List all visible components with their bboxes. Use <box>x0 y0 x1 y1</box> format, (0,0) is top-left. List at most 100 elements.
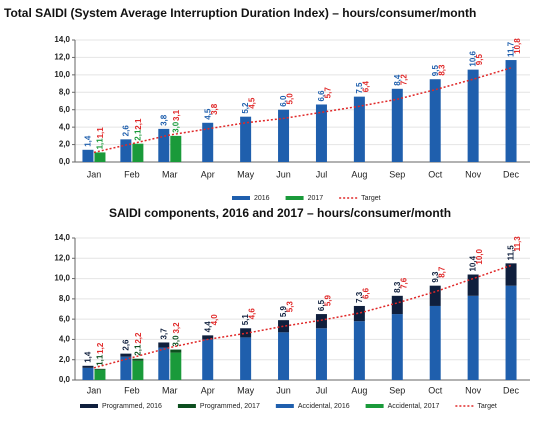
data-label: 5,3 <box>286 301 295 313</box>
data-label: 4,0 <box>210 314 219 326</box>
data-label: 6,5 <box>317 299 326 311</box>
x-tick-label: Oct <box>428 169 443 179</box>
data-label: 10,8 <box>513 38 522 54</box>
y-tick-label: 12,0 <box>54 253 70 262</box>
legend-swatch <box>80 404 98 408</box>
legend-swatch <box>232 196 250 200</box>
data-label: 3,2 <box>172 322 181 334</box>
target-line <box>93 67 512 154</box>
y-tick-label: 4,0 <box>59 122 71 131</box>
x-tick-label: Aug <box>351 169 367 179</box>
data-label: 2,1 <box>134 118 143 130</box>
legend-swatch <box>365 404 384 408</box>
bar <box>94 152 106 162</box>
x-tick-label: Feb <box>124 385 140 395</box>
bar <box>240 337 252 380</box>
bar <box>429 285 441 306</box>
bar <box>158 347 170 380</box>
data-label: 3,7 <box>159 328 168 340</box>
bar <box>132 358 144 361</box>
data-label: 9,5 <box>431 65 440 77</box>
y-tick-label: 2,0 <box>59 140 71 149</box>
data-label: 5,1 <box>241 314 250 326</box>
data-label: 11,3 <box>513 236 522 252</box>
data-label: 3,1 <box>172 109 181 121</box>
bar <box>94 368 106 370</box>
bar <box>391 314 403 380</box>
data-label: 7,6 <box>399 277 408 289</box>
bar <box>505 60 517 162</box>
data-label: 4,5 <box>203 108 212 120</box>
data-label: 1,1 <box>96 354 105 366</box>
data-label: 5,9 <box>324 294 333 306</box>
y-tick-label: 8,0 <box>59 87 71 96</box>
data-label: 7,2 <box>399 74 408 86</box>
x-tick-label: Mar <box>162 169 178 179</box>
data-label: 1,4 <box>84 135 93 147</box>
bar <box>202 335 214 340</box>
bar <box>391 295 403 315</box>
x-tick-label: Apr <box>201 385 215 395</box>
data-label: 2,1 <box>133 344 142 356</box>
x-tick-label: Jul <box>316 169 328 179</box>
bar <box>170 135 182 162</box>
data-label: 7,3 <box>355 291 364 303</box>
data-label: 4,6 <box>248 308 257 320</box>
data-label: 6,4 <box>361 81 370 93</box>
data-label: 10,0 <box>475 248 484 264</box>
legend-label: Accidental, 2016 <box>298 403 350 410</box>
x-tick-label: Aug <box>351 385 367 395</box>
x-tick-label: Nov <box>465 385 482 395</box>
y-tick-label: 10,0 <box>54 274 70 283</box>
y-tick-label: 6,0 <box>59 105 71 114</box>
x-tick-label: Apr <box>201 169 215 179</box>
legend-label: Target <box>477 403 497 410</box>
legend-swatch <box>285 196 304 200</box>
bar <box>278 320 290 333</box>
data-label: 3,8 <box>210 103 219 115</box>
data-label: 6,6 <box>317 90 326 102</box>
data-label: 1,4 <box>84 351 93 363</box>
bar <box>202 122 214 162</box>
data-label: 3,0 <box>171 335 180 347</box>
data-label: 1,2 <box>96 342 105 354</box>
legend-label: 2016 <box>254 195 270 202</box>
bar <box>82 365 94 368</box>
legend-label: Target <box>361 195 381 202</box>
x-tick-label: Jan <box>87 385 102 395</box>
bar <box>202 339 214 380</box>
legend-swatch <box>275 404 294 408</box>
data-label: 8,3 <box>393 281 402 293</box>
x-tick-label: May <box>237 385 255 395</box>
y-tick-label: 0,0 <box>59 157 71 166</box>
data-label: 6,0 <box>279 95 288 107</box>
bar <box>278 109 290 162</box>
data-label: 2,1 <box>133 129 142 141</box>
x-tick-label: Jan <box>87 169 102 179</box>
data-label: 9,5 <box>475 54 484 66</box>
x-tick-label: Sep <box>389 169 405 179</box>
data-label: 2,6 <box>121 339 130 351</box>
x-tick-label: Jun <box>276 169 291 179</box>
data-label: 3,0 <box>171 121 180 133</box>
x-tick-label: Dec <box>503 169 520 179</box>
data-label: 5,7 <box>324 87 333 99</box>
bar <box>315 104 327 162</box>
bar <box>170 352 182 380</box>
bar <box>132 143 144 162</box>
bar <box>467 69 479 162</box>
bar <box>278 332 290 380</box>
data-label: 5,0 <box>286 93 295 105</box>
data-label: 1,1 <box>96 138 105 150</box>
data-label: 11,5 <box>507 245 516 261</box>
bar <box>315 328 327 380</box>
bar <box>158 342 170 348</box>
legend-label: Programmed, 2016 <box>102 403 162 410</box>
data-label: 2,2 <box>134 332 143 344</box>
bar <box>82 149 94 162</box>
bar <box>429 79 441 162</box>
bar <box>505 285 517 380</box>
bar <box>120 356 132 380</box>
legend-label: Programmed, 2017 <box>200 403 260 410</box>
